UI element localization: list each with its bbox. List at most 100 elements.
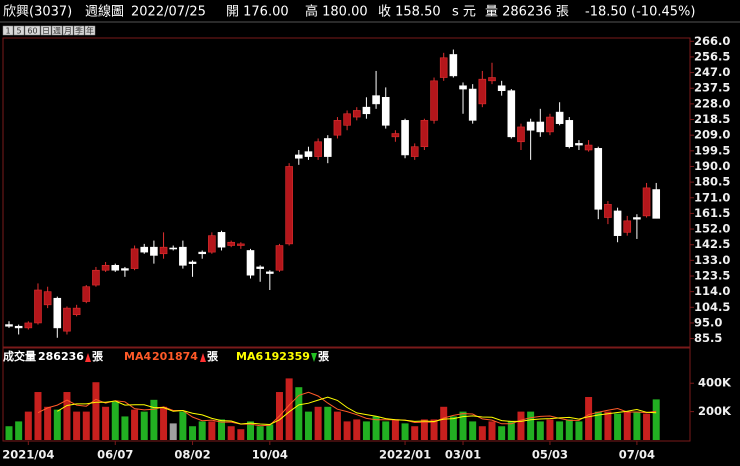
toolbar-button-label[interactable]: 60 <box>27 27 37 36</box>
volume-bar <box>536 421 544 440</box>
candle-body <box>208 235 216 253</box>
volume-bar <box>449 416 457 440</box>
volume-bar <box>411 426 419 440</box>
candle-body <box>63 307 71 332</box>
volume-bar <box>44 406 52 440</box>
volume-bar <box>111 401 119 440</box>
y-tick-label: 152.0 <box>694 222 730 236</box>
candle-body <box>575 143 583 146</box>
volume-bar <box>362 421 370 440</box>
candle-body <box>372 95 380 105</box>
volume-bar <box>440 406 448 440</box>
candle-body <box>198 251 206 255</box>
toolbar-button[interactable] <box>40 25 52 36</box>
candle-body <box>352 110 361 118</box>
candle-body <box>294 154 303 159</box>
candle-body <box>333 120 342 136</box>
volume-bar <box>575 421 583 440</box>
candle-body <box>536 121 545 133</box>
y-tick-label: 123.5 <box>694 269 730 283</box>
price-panel-frame <box>2 37 691 348</box>
toolbar-button-label[interactable]: 週 <box>53 27 61 36</box>
candle-body <box>410 146 419 157</box>
candle-body <box>256 266 264 269</box>
volume-bar <box>131 409 139 440</box>
toolbar-button-label[interactable]: 日 <box>42 27 50 36</box>
candle-body <box>652 189 661 219</box>
volume-bar <box>92 382 100 440</box>
candle-body <box>5 324 13 327</box>
toolbar-button[interactable] <box>62 25 74 36</box>
candle-body <box>623 220 632 233</box>
y-tick-label: 256.5 <box>694 49 730 63</box>
volume-bar <box>459 411 467 440</box>
x-tick-label: 10/04 <box>252 448 288 462</box>
volume-bar <box>73 411 81 440</box>
y-tick-label: 209.0 <box>694 128 730 142</box>
volume-bar <box>585 396 593 440</box>
header-item: 高 180.00 <box>305 4 368 20</box>
candle-body <box>584 144 593 151</box>
candle-body <box>391 133 400 138</box>
volume-bar <box>121 416 129 440</box>
candle-body <box>179 246 187 266</box>
volume-bar <box>34 392 42 440</box>
volume-bar <box>53 409 61 440</box>
toolbar-button[interactable] <box>2 25 14 36</box>
volume-bar <box>478 426 486 440</box>
candle-body <box>101 264 110 271</box>
candle-body <box>613 210 622 236</box>
toolbar-button-label[interactable]: 季 <box>75 26 83 36</box>
y-tick-label: 200K <box>698 404 732 418</box>
toolbar-button-label[interactable]: 年 <box>86 26 94 36</box>
candle-body <box>266 271 274 274</box>
x-tick-label: 05/03 <box>532 448 568 462</box>
candle-body <box>555 111 564 124</box>
volume-bar <box>498 426 506 440</box>
volume-bar <box>546 419 554 440</box>
candle-body <box>304 151 313 157</box>
candle-body <box>169 247 178 250</box>
volume-bar <box>160 406 168 440</box>
candle-body <box>439 57 448 78</box>
volume-bar <box>198 421 206 440</box>
y-tick-label: 95.0 <box>694 315 722 329</box>
toolbar-button[interactable] <box>51 25 63 36</box>
y-tick-label: 218.5 <box>694 112 730 126</box>
volume-bar <box>218 419 226 440</box>
volume-bar <box>652 399 660 440</box>
volume-bar <box>63 392 71 440</box>
header-item: 欣興(3037) <box>3 5 72 20</box>
toolbar-button[interactable] <box>24 25 41 36</box>
toolbar-button-label[interactable]: 月 <box>64 27 72 36</box>
toolbar-button-label[interactable]: 1 <box>5 27 10 36</box>
toolbar-button[interactable] <box>84 25 96 36</box>
volume-bar <box>256 426 264 440</box>
header-item: s 元 <box>452 5 476 20</box>
candle-body <box>381 96 390 126</box>
toolbar: 1 5 60 日週月季年 <box>2 25 96 36</box>
volume-bar <box>82 411 90 440</box>
header-item: 2022/07/25 <box>131 5 206 20</box>
volume-bar <box>189 426 197 440</box>
arrow-icon <box>85 353 91 362</box>
volume-bar <box>420 419 428 440</box>
volume-bar <box>401 423 409 440</box>
y-tick-label: 237.5 <box>694 81 730 95</box>
toolbar-button[interactable] <box>73 25 85 36</box>
legend-value: 192359 <box>264 350 310 363</box>
y-tick-label: 247.0 <box>694 65 730 79</box>
y-tick-label: 133.0 <box>694 253 730 267</box>
volume-panel-frame <box>2 347 691 442</box>
volume-bar <box>623 411 631 440</box>
y-tick-label: 142.5 <box>694 237 730 251</box>
volume-bar <box>295 387 303 440</box>
candle-body <box>217 232 226 248</box>
y-tick-label: 161.5 <box>694 206 730 220</box>
toolbar-button-label[interactable]: 5 <box>16 27 21 36</box>
header-item: 收 158.50 <box>378 5 441 20</box>
candle-body <box>150 246 158 256</box>
toolbar-button[interactable] <box>13 25 25 36</box>
candle-body <box>430 80 438 121</box>
volume-bar <box>102 406 110 440</box>
